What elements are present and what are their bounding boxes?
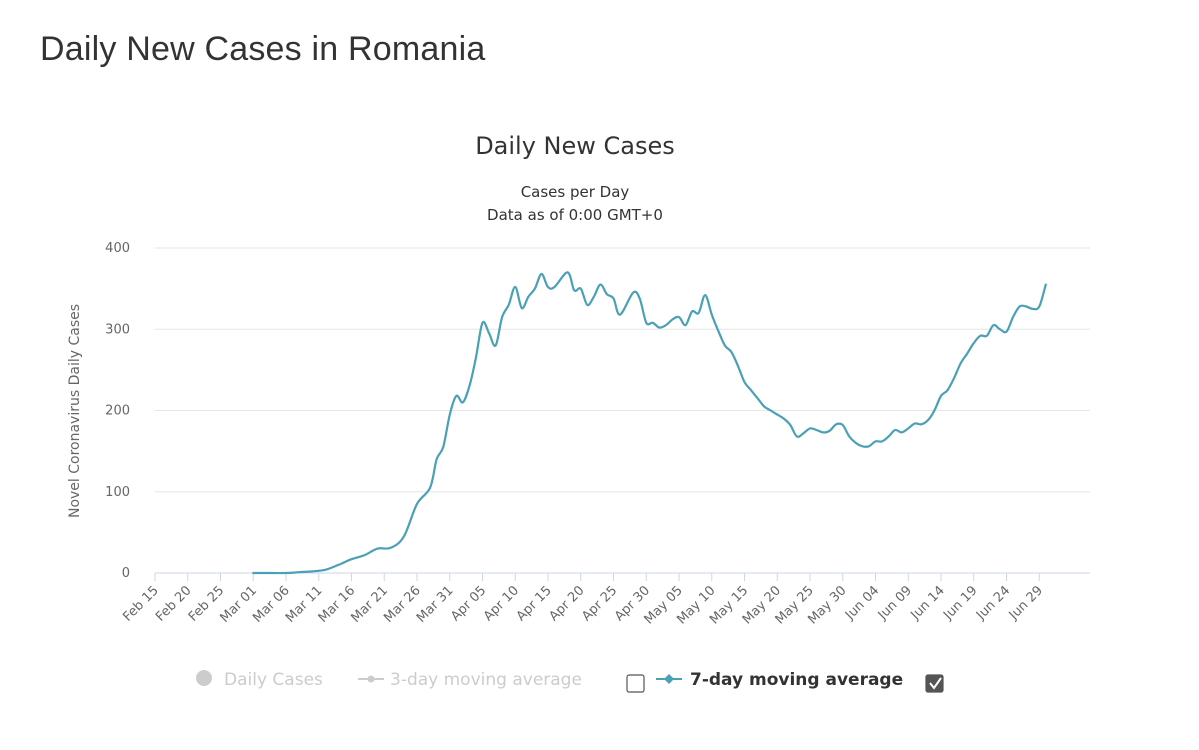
y-axis-ticks: 0 100 200 300 400 bbox=[105, 241, 130, 581]
diamond-marker-icon bbox=[664, 674, 674, 684]
x-tick-label: Jun 29 bbox=[1006, 583, 1046, 623]
gridlines bbox=[155, 247, 1090, 493]
x-tick-label: Apr 05 bbox=[448, 583, 489, 624]
legend-item-7-day-moving-average[interactable]: 7-day moving average bbox=[656, 670, 944, 693]
page-title: Daily New Cases in Romania bbox=[40, 30, 486, 68]
legend-item-daily-cases[interactable]: Daily Cases bbox=[196, 670, 323, 690]
y-tick-label: 100 bbox=[105, 485, 130, 500]
x-tick-label: Jun 14 bbox=[908, 583, 948, 623]
x-tick-label: Feb 20 bbox=[153, 583, 195, 625]
circle-marker-icon bbox=[196, 670, 212, 686]
checkmark-icon bbox=[929, 677, 942, 690]
x-tick-label: Jun 19 bbox=[940, 583, 980, 623]
legend-label-daily-cases: Daily Cases bbox=[224, 670, 323, 690]
x-tick-label: Jun 24 bbox=[973, 583, 1013, 623]
legend-checkbox-3-day[interactable] bbox=[626, 674, 645, 693]
legend: Daily Cases 3-day moving average 7-day m… bbox=[196, 670, 944, 693]
x-tick-label: Mar 31 bbox=[414, 583, 457, 626]
x-tick-label: Apr 20 bbox=[546, 583, 587, 624]
chart-subtitle-line-1: Cases per Day bbox=[521, 183, 630, 201]
series-line-7-day-moving-average[interactable] bbox=[252, 271, 1047, 575]
x-tick-label: Apr 25 bbox=[579, 583, 620, 624]
x-tick-label: Jun 04 bbox=[842, 583, 882, 623]
y-axis-title: Novel Coronavirus Daily Cases bbox=[67, 304, 83, 518]
y-tick-label: 200 bbox=[105, 404, 130, 419]
x-tick-label: Apr 15 bbox=[514, 583, 555, 624]
line-marker-dot bbox=[367, 675, 375, 683]
x-tick-label: Jun 09 bbox=[875, 583, 915, 623]
legend-label-7-day-moving-average: 7-day moving average bbox=[690, 670, 903, 690]
legend-item-3-day-moving-average[interactable]: 3-day moving average bbox=[358, 670, 645, 693]
chart-subtitle-line-2: Data as of 0:00 GMT+0 bbox=[487, 206, 663, 224]
x-tick-label: Apr 10 bbox=[481, 583, 522, 624]
legend-label-3-day-moving-average: 3-day moving average bbox=[390, 670, 582, 690]
chart-title: Daily New Cases bbox=[475, 132, 675, 160]
legend-checkbox-7-day[interactable] bbox=[925, 674, 944, 693]
y-tick-label: 400 bbox=[105, 241, 130, 256]
y-tick-label: 300 bbox=[105, 322, 130, 337]
x-tick-label: Feb 15 bbox=[120, 583, 162, 625]
y-tick-label: 0 bbox=[122, 566, 130, 581]
